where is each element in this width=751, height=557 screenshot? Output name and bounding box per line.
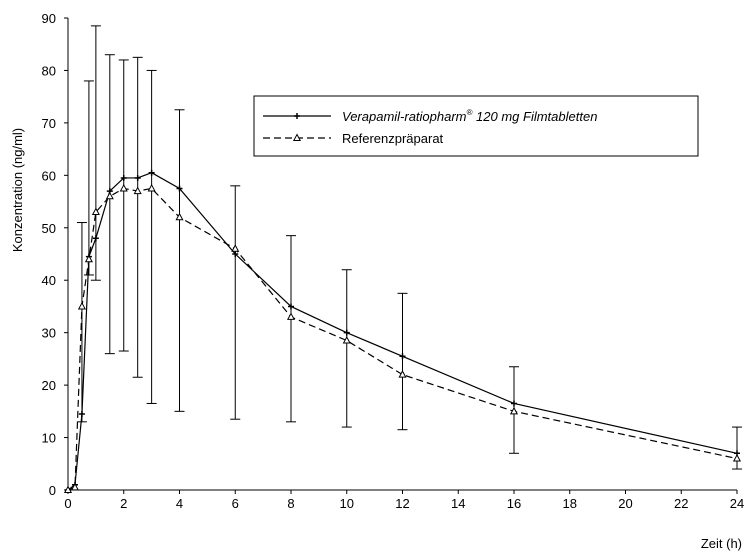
y-tick-label: 40 [42, 273, 56, 288]
error-bars [76, 25, 742, 470]
x-tick-label: 6 [232, 496, 239, 511]
data-point-series-1 [133, 186, 142, 195]
x-tick-label: 16 [507, 496, 521, 511]
data-point-series-1 [147, 183, 156, 192]
data-point-series-1 [119, 183, 128, 192]
data-point-series-0 [232, 251, 239, 257]
legend-label-verapamil: Verapamil-ratiopharm® 120 mg Filmtablett… [342, 108, 597, 124]
x-tick-label: 10 [340, 496, 354, 511]
x-tick-label: 4 [176, 496, 183, 511]
x-tick-label: 18 [563, 496, 577, 511]
legend-marker-verapamil [294, 113, 300, 119]
y-tick-label: 30 [42, 326, 56, 341]
legend-sample-referenz [263, 133, 331, 141]
legend: Verapamil-ratiopharm® 120 mg Filmtablett… [253, 95, 699, 157]
data-point-series-1 [91, 207, 100, 216]
y-tick-label: 80 [42, 63, 56, 78]
series-line-0 [67, 172, 738, 491]
series-line-1 [67, 187, 738, 491]
x-axis-ticks: 0 2 4 6 8 10 12 14 16 18 20 22 24 [64, 490, 744, 511]
x-tick-label: 0 [64, 496, 71, 511]
data-point-series-1 [175, 212, 184, 221]
data-point-series-0 [78, 410, 85, 417]
data-point-series-0 [92, 235, 99, 242]
data-point-series-0 [288, 303, 294, 310]
data-point-series-1 [231, 244, 240, 252]
data-point-series-1 [342, 335, 351, 344]
y-tick-label: 20 [42, 378, 56, 393]
data-point-series-1 [398, 370, 407, 378]
data-point-series-1 [70, 482, 80, 491]
x-tick-label: 22 [674, 496, 688, 511]
x-tick-label: 2 [120, 496, 127, 511]
series-lines [67, 172, 738, 491]
data-point-series-1 [732, 453, 742, 462]
data-point-series-0 [134, 174, 141, 181]
y-tick-label: 10 [42, 431, 56, 446]
data-point-series-0 [511, 400, 517, 407]
x-tick-label: 24 [730, 496, 744, 511]
data-point-series-0 [148, 169, 155, 176]
data-point-series-0 [176, 185, 183, 192]
x-tick-label: 8 [287, 496, 294, 511]
legend-label-referenz: Referenzpräparat [342, 131, 444, 146]
y-tick-label: 50 [42, 221, 56, 236]
data-point-series-1 [84, 254, 93, 263]
y-tick-label: 60 [42, 168, 56, 183]
data-point-series-1 [77, 301, 86, 310]
y-axis-label: Konzentration (ng/ml) [10, 128, 25, 252]
y-axis-ticks: 0 10 20 30 40 50 60 70 80 90 [42, 11, 68, 498]
data-point-series-0 [343, 329, 350, 336]
series-markers [63, 169, 742, 493]
x-tick-label: 20 [618, 496, 632, 511]
y-tick-label: 90 [42, 11, 56, 26]
data-point-series-0 [399, 353, 406, 360]
legend-sample-verapamil [263, 113, 331, 119]
data-point-series-1 [509, 406, 519, 415]
data-point-series-1 [63, 485, 73, 493]
data-point-series-0 [120, 174, 127, 181]
data-point-series-1 [286, 312, 296, 320]
x-tick-label: 14 [451, 496, 465, 511]
x-axis-label: Zeit (h) [701, 536, 742, 551]
legend-box [253, 95, 699, 157]
x-tick-label: 12 [395, 496, 409, 511]
data-point-series-1 [105, 191, 114, 200]
legend-marker-referenz [292, 133, 302, 141]
y-tick-label: 0 [49, 483, 56, 498]
y-tick-label: 70 [42, 116, 56, 131]
